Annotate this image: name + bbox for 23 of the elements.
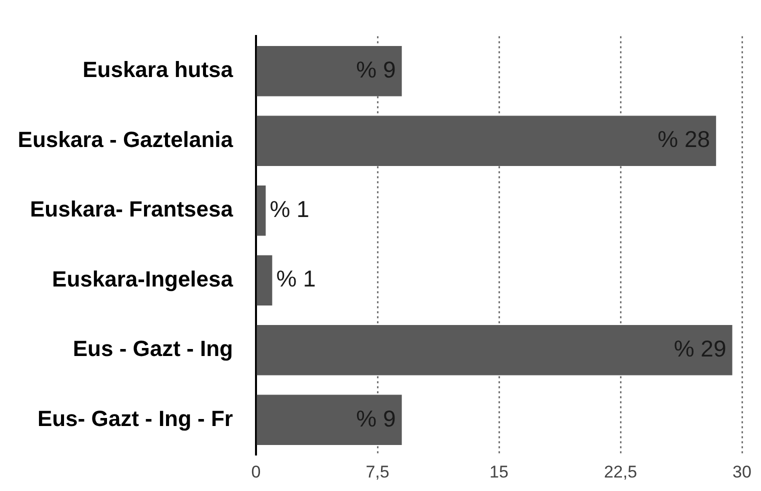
x-tick-label: 7,5 [366, 462, 390, 482]
bar [256, 116, 716, 166]
bar [256, 325, 732, 376]
y-tick-label: Eus- Gazt - Ing - Fr [37, 406, 234, 431]
bar [256, 46, 402, 96]
data-label: % 1 [270, 196, 310, 222]
y-tick-label: Euskara hutsa [82, 57, 234, 82]
data-label: % 9 [356, 405, 396, 432]
bar [256, 394, 402, 446]
data-label: % 9 [356, 56, 396, 82]
x-tick-label: 0 [251, 462, 261, 482]
y-tick-label: Euskara-Ingelesa [52, 266, 234, 292]
bar [256, 186, 266, 236]
x-tick-label: 15 [490, 462, 508, 482]
y-tick-label: Eus - Gazt - Ing [72, 336, 233, 362]
y-tick-label: Euskara- Frantsesa [30, 196, 234, 222]
x-tick-label: 30 [732, 462, 752, 482]
y-tick-label: Euskara - Gaztelania [18, 126, 234, 152]
bar [256, 255, 272, 306]
data-label: % 29 [674, 335, 726, 362]
data-label: % 28 [658, 126, 710, 152]
x-tick-label: 22,5 [604, 462, 638, 482]
data-label: % 1 [276, 266, 316, 292]
